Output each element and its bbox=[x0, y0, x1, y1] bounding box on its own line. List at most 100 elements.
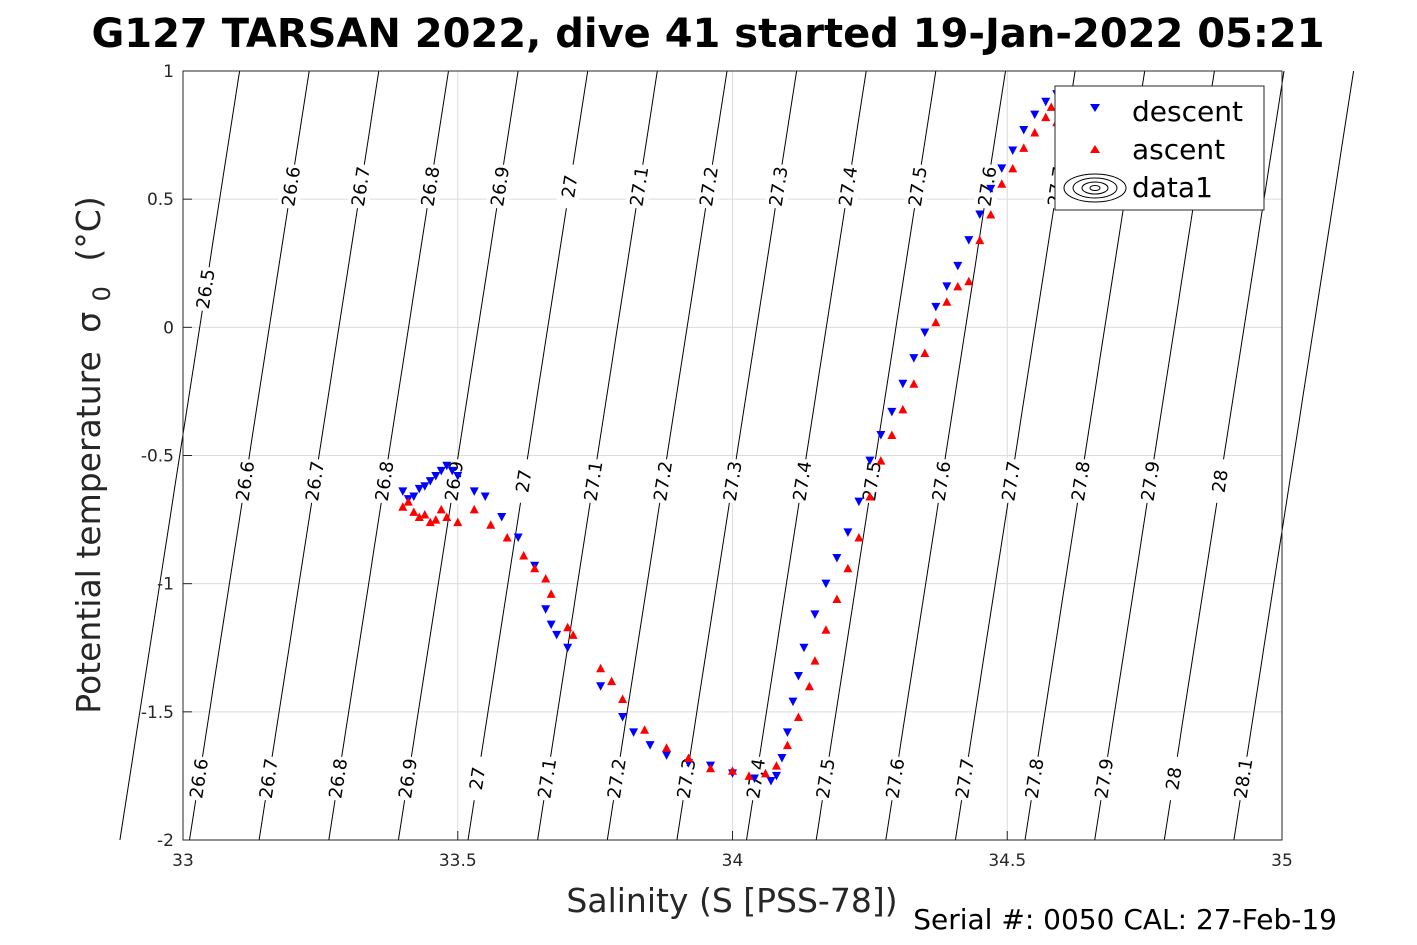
isopycnal-label-gap bbox=[231, 457, 260, 505]
isopycnal-label-gap bbox=[579, 457, 608, 505]
density-contour-labels: 26.6 26.7 26.8 26.9 27 27.1 27.2 27.3 27.4 27.5 27… bbox=[184, 162, 1258, 802]
descent-point bbox=[1008, 146, 1018, 155]
isopycnal-label: 27.6 bbox=[881, 755, 910, 802]
ascent-point bbox=[596, 663, 606, 673]
ascent-point bbox=[728, 766, 737, 775]
isopycnal-label-gap bbox=[950, 755, 980, 802]
y-tick-label: -1 bbox=[157, 575, 174, 595]
descent-point bbox=[1030, 110, 1040, 120]
descent-point bbox=[975, 210, 985, 220]
isopycnal-label: 26.5 bbox=[191, 265, 220, 313]
isopycnal-label-text: 27 bbox=[466, 766, 490, 792]
y-tick-label: 0 bbox=[163, 318, 174, 338]
descent-point bbox=[782, 728, 792, 737]
isopycnal-label-gap bbox=[764, 162, 793, 210]
series-descent bbox=[398, 90, 1067, 786]
isopycnal-label-gap bbox=[300, 457, 330, 505]
descent-point bbox=[788, 697, 798, 707]
isopycnal-label: 27.5 bbox=[857, 457, 887, 505]
descent-point bbox=[898, 379, 908, 389]
isopycnal-label-gap bbox=[927, 457, 956, 505]
legend-data1-label: data1 bbox=[1132, 171, 1213, 204]
isopycnal-label: 27.2 bbox=[602, 755, 632, 802]
isopycnal-label-gap bbox=[694, 162, 724, 210]
ascent-point bbox=[909, 379, 919, 388]
isopycnal-label-gap bbox=[602, 755, 632, 802]
ascent-point bbox=[453, 517, 463, 527]
ascent-point bbox=[640, 725, 650, 734]
descent-point bbox=[414, 484, 424, 494]
isopycnal-label: 26.8 bbox=[324, 755, 353, 802]
ascent-point bbox=[771, 761, 781, 770]
x-axis-ticks: 33 33.5 34 34.5 35 bbox=[172, 831, 1293, 871]
x-tick-label: 33.5 bbox=[439, 851, 477, 871]
isopycnal-label: 26.9 bbox=[393, 755, 423, 802]
ascent-point bbox=[804, 681, 814, 691]
descent-point bbox=[629, 728, 639, 737]
isopycnal-label-gap bbox=[254, 755, 283, 802]
descent-point bbox=[447, 466, 457, 476]
ascent-point bbox=[782, 740, 792, 750]
ascent-point bbox=[403, 497, 413, 506]
descent-point bbox=[541, 605, 551, 614]
ascent-point bbox=[986, 210, 996, 219]
ascent-point bbox=[793, 712, 803, 721]
ascent-point bbox=[832, 594, 842, 604]
isopycnal-label-text: 27 bbox=[558, 174, 582, 200]
isopycnal-label-gap bbox=[1089, 755, 1119, 802]
ascent-point bbox=[898, 404, 908, 414]
descent-point bbox=[909, 354, 919, 363]
ascent-point bbox=[964, 276, 974, 286]
descent-point bbox=[865, 456, 875, 466]
descent-point bbox=[920, 328, 930, 337]
descent-point bbox=[854, 497, 864, 507]
legend: descent ascent data1 bbox=[1054, 85, 1265, 211]
descent-point bbox=[953, 261, 963, 271]
descent-point bbox=[843, 528, 853, 537]
descent-point bbox=[662, 751, 672, 760]
isopycnal-label-gap bbox=[393, 755, 423, 802]
descent-point bbox=[810, 610, 820, 619]
descent-point bbox=[420, 482, 430, 491]
x-tick-label: 35 bbox=[1271, 851, 1293, 871]
ascent-point bbox=[431, 515, 441, 524]
isopycnal-label-gap bbox=[648, 457, 678, 505]
isopycnal-label: 27 bbox=[463, 755, 492, 802]
descent-point bbox=[563, 643, 573, 653]
descent-point bbox=[832, 554, 842, 563]
ascent-point bbox=[442, 512, 452, 522]
ascent-point bbox=[425, 517, 435, 527]
descent-point bbox=[771, 771, 781, 781]
legend-descent-marker bbox=[1090, 104, 1100, 112]
descent-point bbox=[409, 492, 419, 502]
ascent-point bbox=[953, 281, 963, 291]
y-tick-label: 1 bbox=[163, 62, 174, 82]
isopycnal-label-gap bbox=[788, 457, 817, 505]
descent-point bbox=[398, 487, 408, 496]
y-tick-label: -1.5 bbox=[141, 703, 174, 723]
descent-point bbox=[546, 620, 556, 630]
x-tick-label: 34.5 bbox=[988, 851, 1026, 871]
isopycnal-label-gap bbox=[997, 457, 1026, 505]
ascent-point bbox=[865, 492, 875, 501]
isopycnal-label-gap bbox=[881, 755, 910, 802]
descent-point bbox=[942, 282, 952, 291]
isopycnal-label: 27 bbox=[509, 457, 539, 505]
ascent-point bbox=[760, 768, 770, 778]
descent-point bbox=[887, 407, 897, 417]
ascent-point bbox=[530, 563, 540, 573]
ascent-point bbox=[519, 550, 529, 560]
ascent-point bbox=[821, 625, 831, 634]
isopycnal-label-gap bbox=[718, 457, 748, 505]
descent-point bbox=[1019, 125, 1029, 135]
ascent-point bbox=[398, 502, 408, 511]
ascent-point bbox=[414, 512, 424, 522]
isopycnal-label: 28 bbox=[1205, 457, 1235, 505]
isopycnal-label: 26.8 bbox=[416, 162, 445, 210]
isopycnal-label-gap bbox=[1159, 755, 1189, 802]
chart-title: G127 TARSAN 2022, dive 41 started 19-Jan… bbox=[91, 11, 1324, 57]
legend-data1-contour-icon bbox=[1063, 173, 1127, 203]
ascent-point bbox=[931, 317, 941, 327]
legend-ascent-label: ascent bbox=[1132, 133, 1225, 166]
